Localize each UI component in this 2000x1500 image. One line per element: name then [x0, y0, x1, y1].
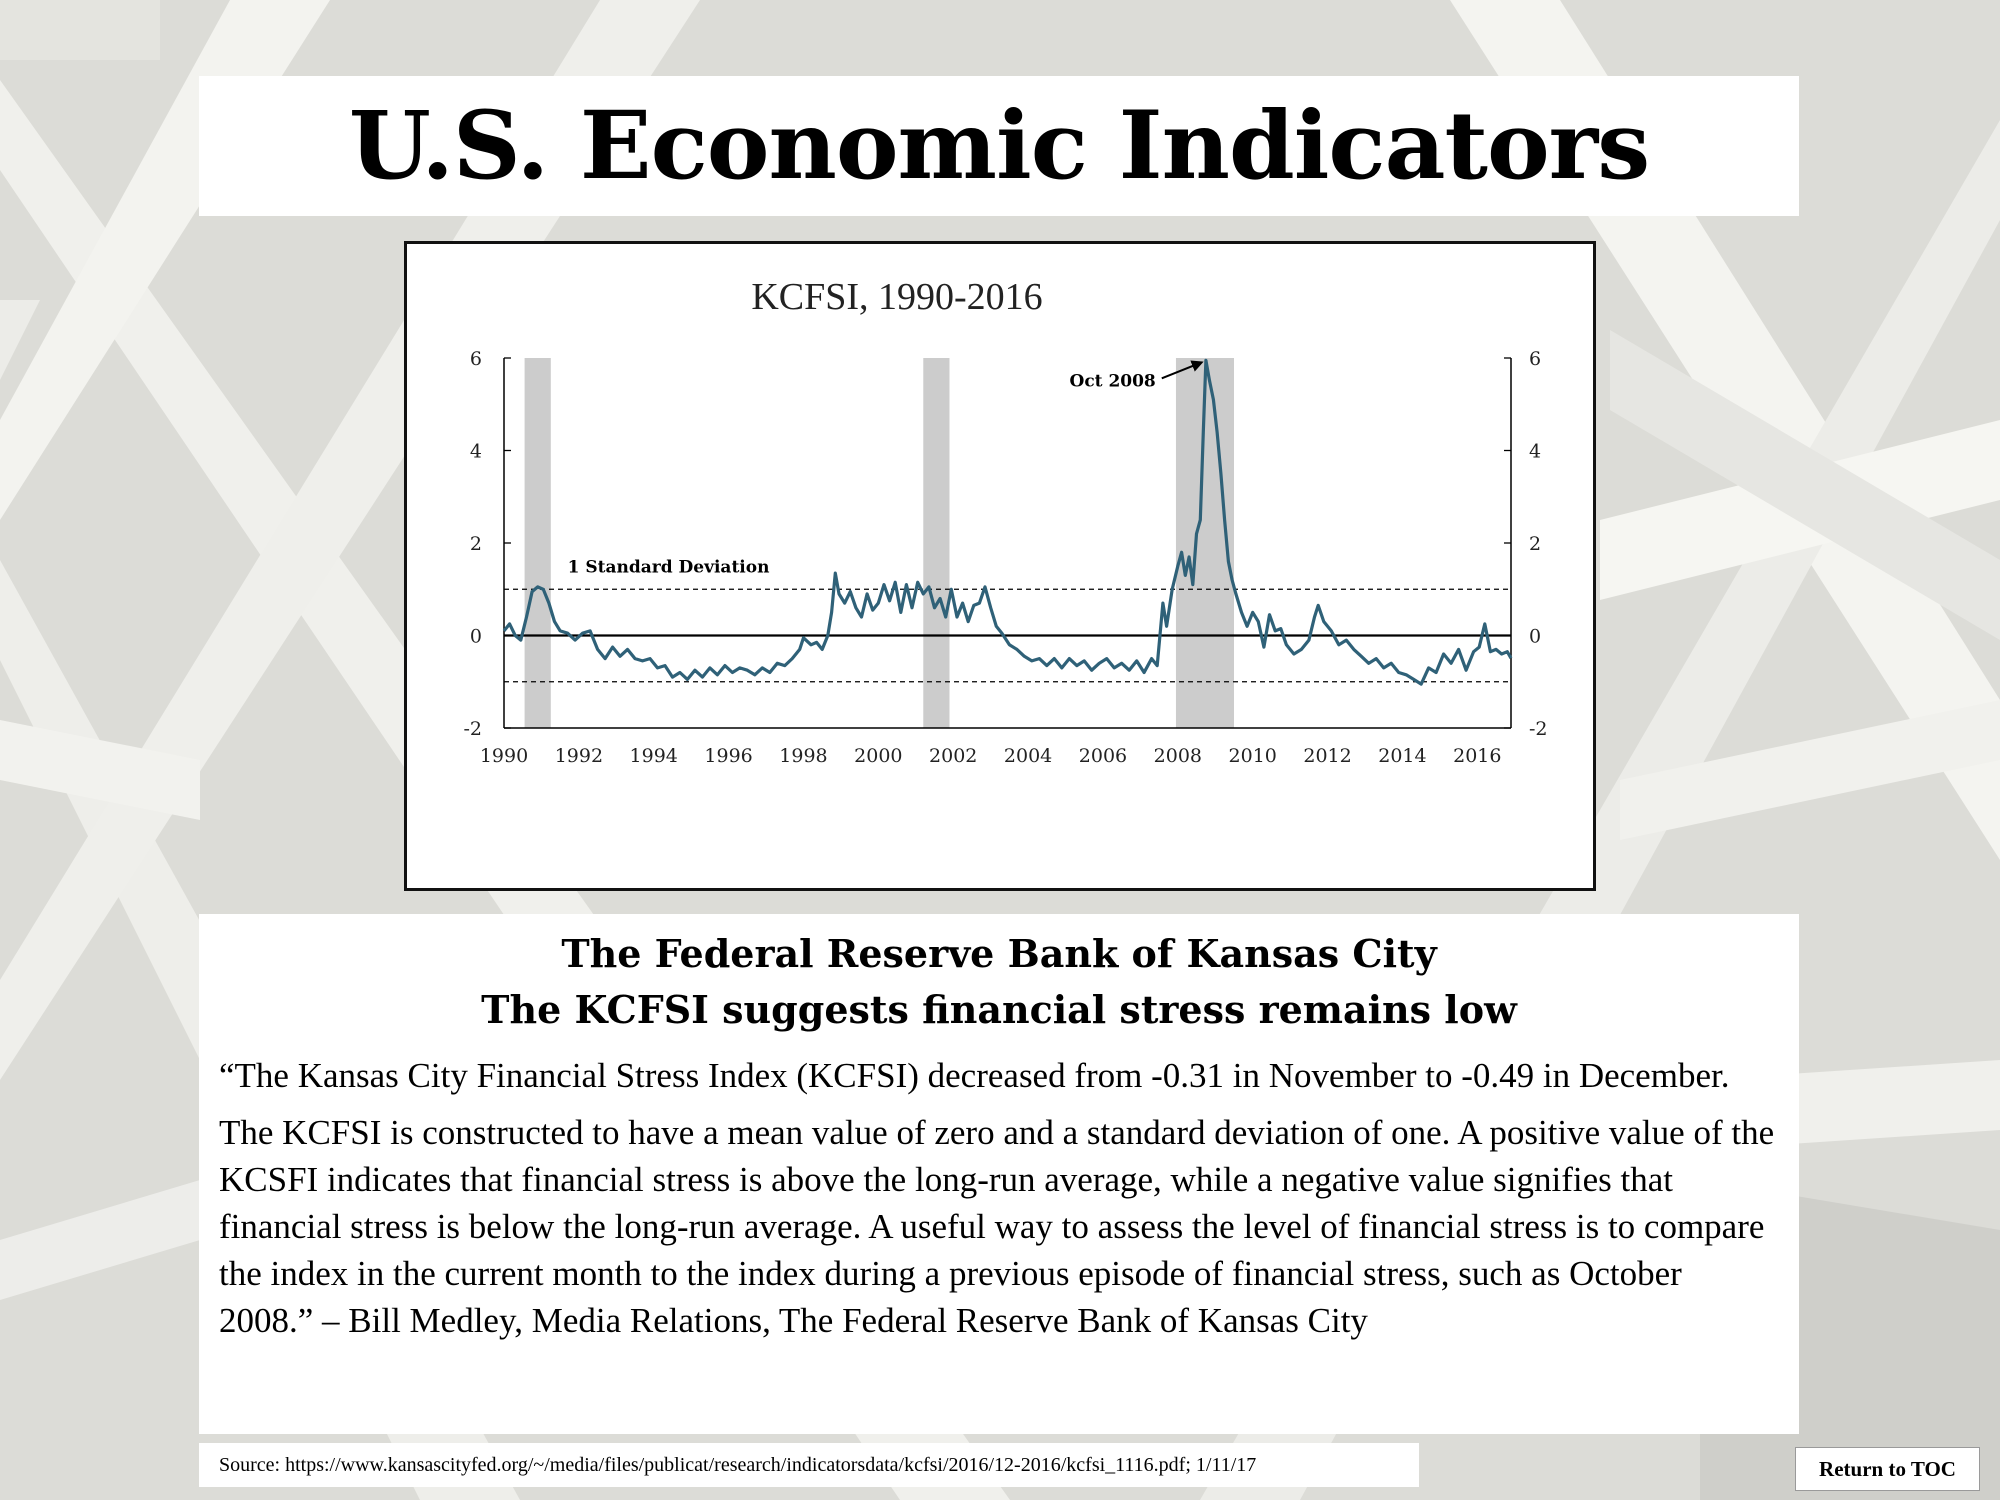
recession-band-0: [524, 358, 551, 728]
x-tick-label: 2006: [1079, 745, 1127, 767]
oct-2008-arrow: [1161, 360, 1204, 380]
x-tick-label: 2016: [1453, 745, 1501, 767]
y-tick-label-left: 6: [470, 348, 482, 370]
x-tick-label: 2008: [1154, 745, 1202, 767]
source-note: Source: https://www.kansascityfed.org/~/…: [199, 1443, 1419, 1487]
kcfsi-series-line-0: [502, 358, 1513, 686]
y-tick-label-right: -2: [1529, 718, 1548, 740]
heading-fed-kansas-city: The Federal Reserve Bank of Kansas City: [561, 931, 1437, 976]
x-tick-label: 2010: [1229, 745, 1277, 767]
x-tick-label: 1992: [555, 745, 603, 767]
y-tick-label-right: 2: [1529, 533, 1541, 555]
text-panel: The Federal Reserve Bank of Kansas City …: [199, 914, 1799, 1434]
x-tick-label: 1994: [630, 745, 678, 767]
x-tick-label: 2002: [929, 745, 977, 767]
paragraph-index-change: “The Kansas City Financial Stress Index …: [219, 1056, 1730, 1095]
x-tick-label: 2012: [1303, 745, 1351, 767]
chart-title: KCFSI, 1990-2016: [751, 276, 1042, 318]
y-tick-label-right: 0: [1529, 626, 1541, 648]
y-tick-label-left: 0: [470, 626, 482, 648]
std-dev-label: 1 Standard Deviation: [568, 557, 770, 577]
return-to-toc-button[interactable]: Return to TOC: [1795, 1447, 1980, 1491]
title-banner: U.S. Economic Indicators: [199, 76, 1799, 216]
kcfsi-chart: KCFSI, 1990-2016 1 Standard Deviation -2…: [463, 276, 1548, 767]
x-tick-label: 2004: [1004, 745, 1052, 767]
x-tick-label: 2000: [854, 745, 902, 767]
x-tick-label: 1998: [779, 745, 827, 767]
x-tick-label: 1996: [704, 745, 752, 767]
y-tick-label-left: -2: [463, 718, 482, 740]
paragraph-explanation: The KCFSI is constructed to have a mean …: [219, 1113, 1775, 1340]
y-tick-label-right: 6: [1529, 348, 1541, 370]
heading-stress-low: The KCFSI suggests financial stress rema…: [481, 987, 1517, 1032]
source-text: Source: https://www.kansascityfed.org/~/…: [219, 1453, 1257, 1476]
chart-frame: KCFSI, 1990-2016 1 Standard Deviation -2…: [404, 241, 1596, 891]
y-tick-label-left: 4: [470, 441, 482, 463]
y-tick-label-right: 4: [1529, 441, 1541, 463]
x-tick-label: 1990: [480, 745, 528, 767]
x-tick-label: 2014: [1378, 745, 1426, 767]
y-tick-label-left: 2: [470, 533, 482, 555]
page-title: U.S. Economic Indicators: [348, 91, 1650, 201]
oct-2008-label: Oct 2008: [1070, 371, 1156, 391]
recession-band-1: [923, 358, 950, 728]
